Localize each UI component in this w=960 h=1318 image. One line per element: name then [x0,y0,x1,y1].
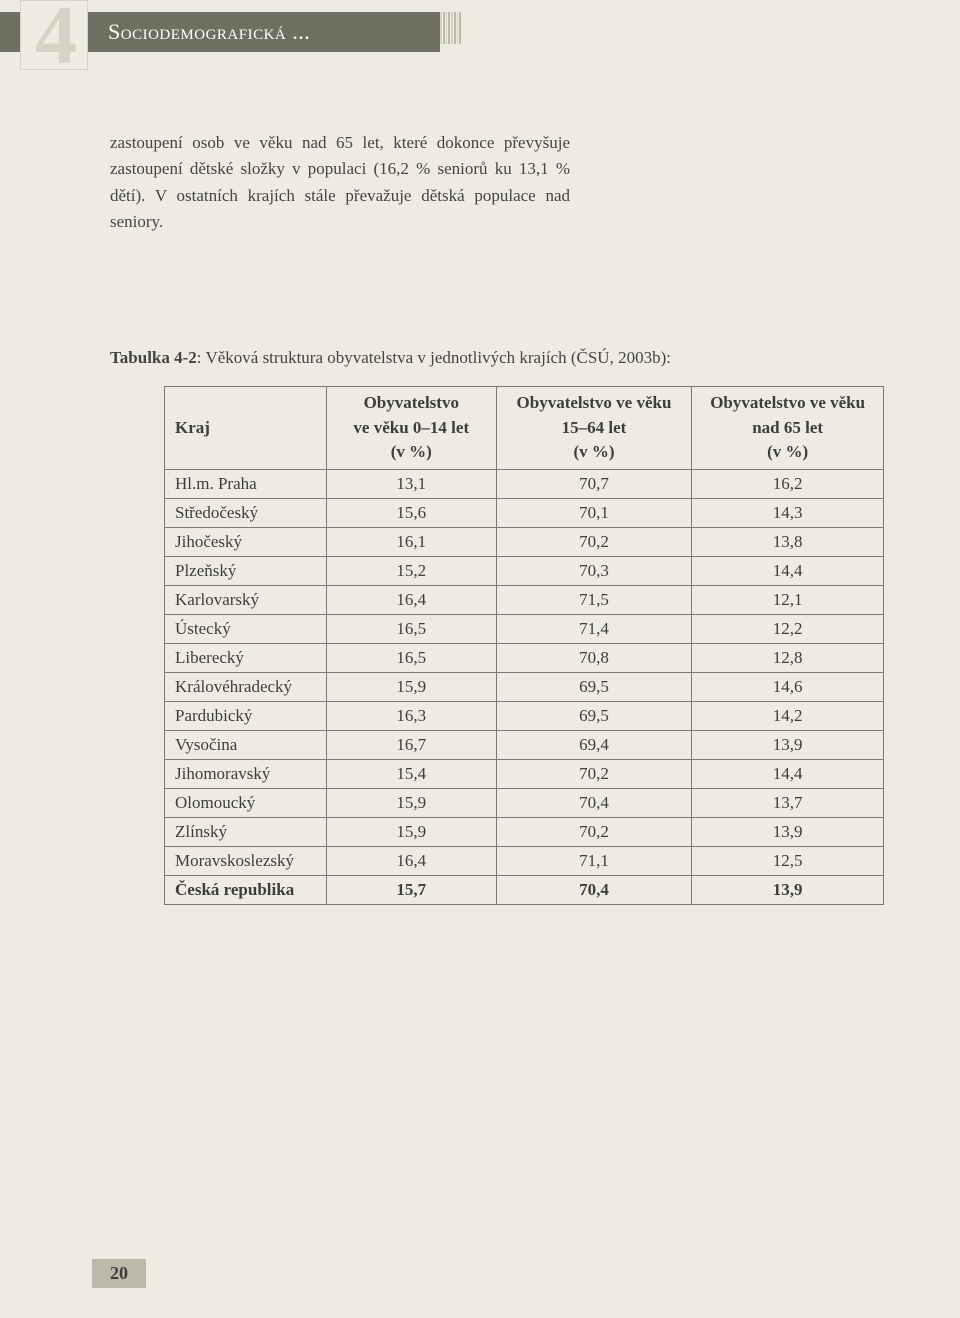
cell-kraj: Hl.m. Praha [165,469,327,498]
cell-kraj: Středočeský [165,498,327,527]
cell-age-65plus: 14,6 [692,672,884,701]
cell-age-65plus: 13,9 [692,817,884,846]
cell-age-15-64: 69,5 [496,701,692,730]
cell-age-15-64: 71,4 [496,614,692,643]
cell-age-0-14: 15,9 [326,817,496,846]
cell-kraj: Ústecký [165,614,327,643]
cell-age-65plus: 14,4 [692,759,884,788]
cell-age-0-14: 15,9 [326,788,496,817]
cell-age-15-64: 70,1 [496,498,692,527]
cell-kraj: Jihomoravský [165,759,327,788]
table-row: Královéhradecký15,969,514,6 [165,672,884,701]
table-row: Vysočina16,769,413,9 [165,730,884,759]
cell-age-15-64: 70,2 [496,527,692,556]
cell-age-65plus: 13,8 [692,527,884,556]
table-row: Zlínský15,970,213,9 [165,817,884,846]
cell-kraj: Česká republika [165,875,327,904]
cell-age-0-14: 15,9 [326,672,496,701]
cell-kraj: Královéhradecký [165,672,327,701]
cell-kraj: Olomoucký [165,788,327,817]
cell-age-15-64: 71,1 [496,846,692,875]
cell-age-65plus: 14,4 [692,556,884,585]
cell-age-0-14: 15,4 [326,759,496,788]
cell-kraj: Plzeňský [165,556,327,585]
cell-age-65plus: 14,2 [692,701,884,730]
cell-age-15-64: 70,8 [496,643,692,672]
cell-age-65plus: 13,9 [692,730,884,759]
table-row: Olomoucký15,970,413,7 [165,788,884,817]
table-row: Plzeňský15,270,314,4 [165,556,884,585]
table-row: Jihomoravský15,470,214,4 [165,759,884,788]
cell-age-0-14: 15,2 [326,556,496,585]
cell-age-15-64: 70,2 [496,817,692,846]
cell-age-65plus: 12,1 [692,585,884,614]
col-header-age-65plus: Obyvatelstvo ve věkunad 65 let(v %) [692,387,884,470]
cell-age-15-64: 70,2 [496,759,692,788]
cell-age-65plus: 12,8 [692,643,884,672]
cell-age-15-64: 70,4 [496,788,692,817]
table-row-total: Česká republika15,770,413,9 [165,875,884,904]
table-body: Hl.m. Praha13,170,716,2Středočeský15,670… [165,469,884,904]
table-row: Pardubický16,369,514,2 [165,701,884,730]
cell-age-0-14: 16,4 [326,585,496,614]
table-caption-text: : Věková struktura obyvatelstva v jednot… [197,348,671,367]
cell-kraj: Karlovarský [165,585,327,614]
cell-age-0-14: 16,5 [326,614,496,643]
cell-age-15-64: 69,5 [496,672,692,701]
col-header-age-15-64: Obyvatelstvo ve věku15–64 let(v %) [496,387,692,470]
cell-age-0-14: 16,7 [326,730,496,759]
table-row: Jihočeský16,170,213,8 [165,527,884,556]
cell-age-65plus: 13,7 [692,788,884,817]
table-row: Moravskoslezský16,471,112,5 [165,846,884,875]
chapter-number: 4 [35,3,73,69]
cell-age-65plus: 14,3 [692,498,884,527]
cell-age-0-14: 16,5 [326,643,496,672]
page-number: 20 [92,1259,146,1288]
age-structure-table: Kraj Obyvatelstvove věku 0–14 let(v %) O… [164,386,884,905]
table-row: Ústecký16,571,412,2 [165,614,884,643]
cell-kraj: Liberecký [165,643,327,672]
cell-age-15-64: 70,7 [496,469,692,498]
body-paragraph: zastoupení osob ve věku nad 65 let, kter… [110,130,570,235]
table-caption: Tabulka 4-2: Věková struktura obyvatelst… [110,348,671,368]
col-header-age-0-14: Obyvatelstvove věku 0–14 let(v %) [326,387,496,470]
cell-age-0-14: 16,4 [326,846,496,875]
chapter-title: Sociodemografická ... [108,19,310,45]
cell-age-0-14: 13,1 [326,469,496,498]
cell-age-65plus: 16,2 [692,469,884,498]
chapter-number-box: 4 [20,0,88,70]
header-stripes-decoration [440,12,462,44]
table-row: Liberecký16,570,812,8 [165,643,884,672]
table-caption-label: Tabulka 4-2 [110,348,197,367]
cell-age-0-14: 16,3 [326,701,496,730]
cell-age-65plus: 12,5 [692,846,884,875]
cell-age-15-64: 70,4 [496,875,692,904]
cell-age-15-64: 69,4 [496,730,692,759]
cell-kraj: Zlínský [165,817,327,846]
cell-kraj: Pardubický [165,701,327,730]
cell-age-0-14: 15,6 [326,498,496,527]
cell-kraj: Vysočina [165,730,327,759]
cell-age-15-64: 70,3 [496,556,692,585]
cell-kraj: Moravskoslezský [165,846,327,875]
table-row: Karlovarský16,471,512,1 [165,585,884,614]
cell-age-65plus: 12,2 [692,614,884,643]
cell-age-65plus: 13,9 [692,875,884,904]
cell-age-0-14: 16,1 [326,527,496,556]
table-row: Hl.m. Praha13,170,716,2 [165,469,884,498]
table-row: Středočeský15,670,114,3 [165,498,884,527]
col-header-kraj: Kraj [165,387,327,470]
cell-age-15-64: 71,5 [496,585,692,614]
cell-age-0-14: 15,7 [326,875,496,904]
cell-kraj: Jihočeský [165,527,327,556]
